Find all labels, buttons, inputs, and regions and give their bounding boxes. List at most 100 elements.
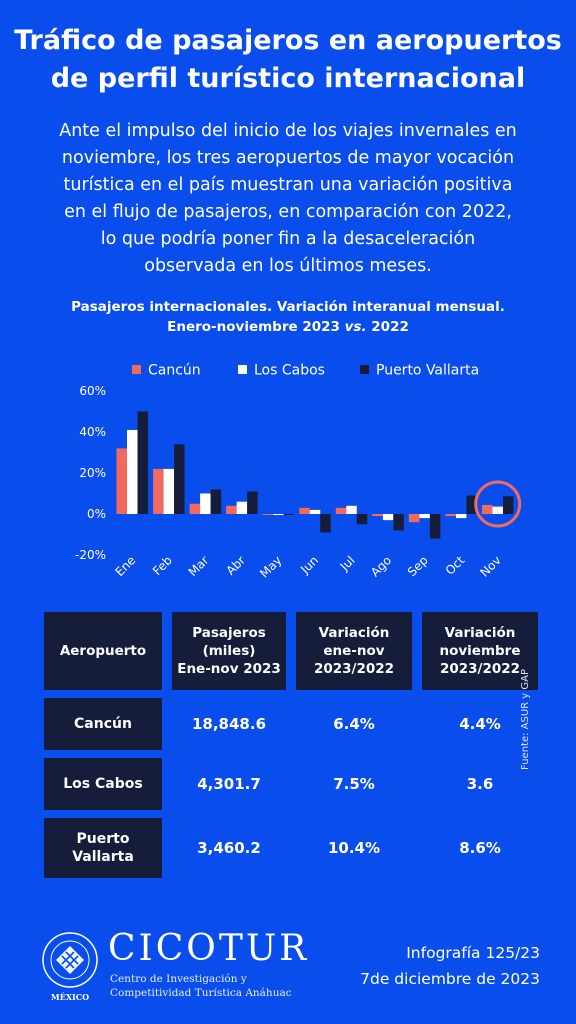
header-text: 2023/2022 xyxy=(313,661,395,677)
chart-title-line-2: Enero-noviembre 2023 vs. 2022 xyxy=(0,317,576,337)
logo-brand: CICOTUR xyxy=(108,928,310,969)
intro-line: en el flujo de pasajeros, en comparación… xyxy=(64,202,512,222)
table-row-name-los-cabos: Los Cabos xyxy=(44,758,162,810)
table-cell-variation-annual: 6.4% xyxy=(333,715,375,733)
bar xyxy=(466,495,477,514)
row-name-text: Vallarta xyxy=(72,849,134,865)
table-cell-variation-november: 4.4% xyxy=(459,715,501,733)
y-tick-label: 20% xyxy=(79,466,106,480)
header-text: ene-nov xyxy=(323,643,385,659)
table-cell-variation-annual: 7.5% xyxy=(333,775,375,793)
header-text: Variación xyxy=(444,625,516,641)
table-row-name-puerto-vallarta: Puerto Vallarta xyxy=(44,818,162,878)
legend-label: Puerto Vallarta xyxy=(376,363,479,379)
bar xyxy=(116,448,128,514)
x-tick-label: Sep xyxy=(405,553,431,579)
bar xyxy=(163,468,175,514)
cicotur-logo: MÉXICO CICOTUR Centro de Investigación y… xyxy=(40,928,306,1008)
highlight-circle xyxy=(474,480,522,528)
bar xyxy=(283,514,295,515)
bar xyxy=(335,507,347,514)
x-tick-label: Abr xyxy=(223,553,248,578)
bar xyxy=(309,509,321,514)
bar xyxy=(226,505,237,514)
bar xyxy=(262,514,274,515)
bar xyxy=(445,514,456,517)
bar xyxy=(189,503,201,514)
source-note: Fuente: ASUR y GAP xyxy=(520,668,531,770)
row-name-text: Puerto xyxy=(76,831,130,847)
table-header-airport: Aeropuerto xyxy=(44,612,162,690)
bar xyxy=(320,514,331,533)
logo-subtitle-line: Competitividad Turística Anáhuac xyxy=(110,987,292,999)
header-text: 2023/2022 xyxy=(439,661,521,677)
bar xyxy=(408,514,420,523)
x-tick-label: Ago xyxy=(368,553,394,579)
bar xyxy=(137,411,149,514)
bar xyxy=(236,501,248,514)
infographic-info: Infografía 125/23 7de diciembre de 2023 xyxy=(320,940,540,992)
x-tick-label: May xyxy=(257,553,284,580)
intro-paragraph: Ante el impulso del inicio de los viajes… xyxy=(24,118,552,280)
table-cell-passengers: 4,301.7 xyxy=(197,775,261,793)
bar xyxy=(299,507,310,514)
legend-swatch xyxy=(238,365,247,374)
chart-title-line-1: Pasajeros internacionales. Variación int… xyxy=(71,299,505,315)
title-line-2: de perfil turístico internacional xyxy=(50,63,526,94)
bar-chart: Cancún Los Cabos Puerto Vallarta -20% 0% 20% 4… xyxy=(75,363,522,581)
intro-line: observada en los últimos meses. xyxy=(144,256,432,276)
chart-title-period: Enero-noviembre 2023 xyxy=(167,319,345,335)
header-text: (miles) xyxy=(202,643,256,659)
header-text: noviembre xyxy=(439,643,521,659)
logo-subtitle: Centro de Investigación y Competitividad… xyxy=(110,972,292,1000)
y-tick-label: 0% xyxy=(87,507,106,521)
table-cell-variation-annual: 10.4% xyxy=(327,839,381,857)
bar xyxy=(393,514,404,531)
table-row-name-cancun: Cancún xyxy=(44,698,162,750)
page-title: Tráfico de pasajeros en aeropuertos de p… xyxy=(0,22,576,98)
header-text: Variación xyxy=(318,625,390,641)
x-tick-label: Feb xyxy=(150,553,175,578)
bar xyxy=(419,514,430,519)
row-name-text: Los Cabos xyxy=(63,776,143,792)
bar xyxy=(174,444,185,514)
anahuac-seal-icon xyxy=(42,932,98,988)
y-tick-label: 60% xyxy=(79,384,106,398)
title-line-1: Tráfico de pasajeros en aeropuertos xyxy=(14,25,562,56)
table-cell-variation-november: 3.6 xyxy=(466,775,494,793)
logo-subtitle-line: Centro de Investigación y xyxy=(110,973,247,985)
bar xyxy=(372,514,383,517)
table-header-passengers: Pasajeros (miles) Ene-nov 2023 xyxy=(172,612,286,690)
x-tick-label: Ene xyxy=(113,553,139,579)
table-header-variation-november: Variación noviembre 2023/2022 xyxy=(422,612,538,690)
header-text: Ene-nov 2023 xyxy=(177,661,281,677)
chart-title: Pasajeros internacionales. Variación int… xyxy=(0,297,576,337)
bar xyxy=(210,489,222,514)
bar xyxy=(127,429,138,514)
table-cell-passengers: 18,848.6 xyxy=(191,715,267,733)
bar xyxy=(273,514,284,515)
header-text: Aeropuerto xyxy=(59,643,147,659)
table-header-variation-annual: Variación ene-nov 2023/2022 xyxy=(296,612,412,690)
x-tick-label: Mar xyxy=(186,553,212,579)
legend-label: Los Cabos xyxy=(254,363,325,379)
intro-line: Ante el impulso del inicio de los viajes… xyxy=(59,121,517,141)
intro-line: lo que podría poner fin a la desacelerac… xyxy=(100,229,476,249)
x-tick-label: Oct xyxy=(443,553,468,578)
bar xyxy=(346,505,357,514)
logo-country: MÉXICO xyxy=(50,992,90,1002)
chart-title-vs: vs. xyxy=(344,319,367,335)
table-cell-variation-november: 8.6% xyxy=(459,839,501,857)
bar xyxy=(153,468,164,514)
x-tick-label: Jun xyxy=(297,553,321,577)
y-tick-label: 40% xyxy=(79,425,106,439)
bar xyxy=(492,506,503,514)
table-cell-passengers: 3,460.2 xyxy=(197,839,261,857)
infographic-number: Infografía 125/23 xyxy=(406,944,540,962)
bar xyxy=(429,514,441,539)
legend-swatch xyxy=(360,365,369,374)
bar xyxy=(356,514,368,525)
chart-title-year: 2022 xyxy=(366,319,409,335)
bar xyxy=(247,491,258,514)
header-text: Pasajeros xyxy=(192,625,266,641)
